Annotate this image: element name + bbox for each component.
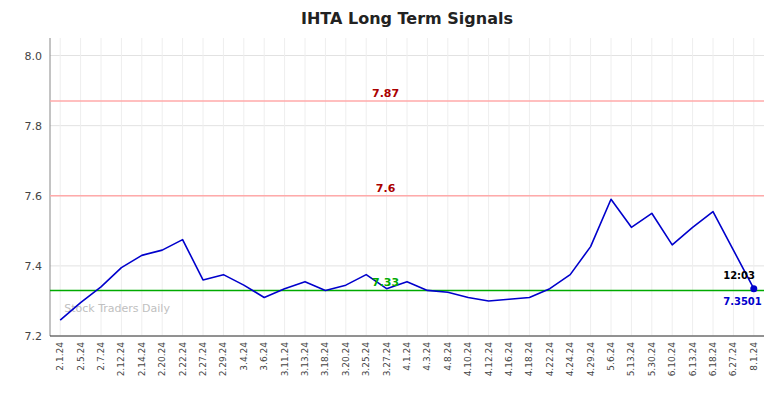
x-tick-label: 8.1.24 [749, 342, 759, 371]
x-tick-label: 3.4.24 [239, 342, 249, 371]
x-grid-line [447, 38, 448, 336]
point-annotation: 12:03 [723, 270, 755, 281]
x-tick-label: 3.20.24 [341, 342, 351, 377]
reference-line [50, 195, 764, 197]
x-tick-label: 6.10.24 [667, 342, 677, 377]
x-grid-line [713, 38, 714, 336]
y-grid-line [50, 195, 764, 196]
plot-marks [50, 101, 764, 320]
y-tick-label: 7.8 [25, 120, 43, 133]
reference-line [50, 100, 764, 102]
x-grid-line [427, 38, 428, 336]
chart: IHTA Long Term Signals 7.2 7.4 7.6 7.8 8.0 2.1… [0, 0, 784, 398]
x-tick-label: 3.18.24 [320, 342, 330, 377]
y-tick-label: 7.2 [25, 330, 43, 343]
x-grid-line [243, 38, 244, 336]
x-tick-label: 2.29.24 [218, 342, 228, 377]
x-axis-line [50, 336, 764, 337]
x-tick-label: 2.20.24 [157, 342, 167, 377]
x-grid-line [631, 38, 632, 336]
x-grid-line [651, 38, 652, 336]
x-tick-label: 3.6.24 [259, 342, 269, 371]
x-grid-line [366, 38, 367, 336]
x-tick-label: 4.24.24 [565, 342, 575, 377]
reference-label: 7.33 [372, 276, 399, 289]
reference-line [50, 290, 764, 292]
x-grid-line [611, 38, 612, 336]
reference-label: 7.87 [372, 87, 399, 100]
x-tick-label: 4.22.24 [545, 342, 555, 377]
x-tick-label: 3.27.24 [382, 342, 392, 377]
title: IHTA Long Term Signals [301, 9, 513, 28]
x-grid-line [468, 38, 469, 336]
x-tick-label: 5.6.24 [606, 342, 616, 371]
x-tick-label: 4.29.24 [586, 342, 596, 377]
x-tick-label: 6.18.24 [708, 342, 718, 377]
last-point [750, 285, 757, 292]
x-grid-line [325, 38, 326, 336]
x-grid-line [182, 38, 183, 336]
x-grid-line [162, 38, 163, 336]
x-tick-label: 4.3.24 [422, 342, 432, 371]
x-grid-line [590, 38, 591, 336]
y-tick-label: 7.6 [25, 190, 43, 203]
x-grid-line [509, 38, 510, 336]
x-grid-line [345, 38, 346, 336]
x-tick-label: 2.27.24 [198, 342, 208, 377]
x-grid-line [101, 38, 102, 336]
x-tick-label: 2.12.24 [116, 342, 126, 377]
x-tick-label: 5.30.24 [647, 342, 657, 377]
x-grid-line [672, 38, 673, 336]
y-tick-label: 7.4 [25, 260, 43, 273]
x-tick-label: 4.8.24 [443, 342, 453, 371]
x-tick-label: 5.13.24 [626, 342, 636, 377]
x-grid-line [570, 38, 571, 336]
x-tick-label: 2.1.24 [55, 342, 65, 371]
x-grid-line [121, 38, 122, 336]
reference-label: 7.6 [376, 182, 396, 195]
x-grid-line [529, 38, 530, 336]
x-tick-label: 2.7.24 [96, 342, 106, 371]
x-tick-label: 4.18.24 [524, 342, 534, 377]
x-grid-line [305, 38, 306, 336]
x-tick-label: 3.25.24 [361, 342, 371, 377]
x-tick-label: 4.16.24 [504, 342, 514, 377]
x-tick-label: 2.14.24 [137, 342, 147, 377]
y-axis-line [50, 38, 51, 336]
x-grid-line [60, 38, 61, 336]
x-tick-label: 3.11.24 [280, 342, 290, 377]
x-tick-label: 2.5.24 [76, 342, 86, 371]
y-grid-line [50, 336, 764, 337]
x-grid-line [488, 38, 489, 336]
x-grid-line [549, 38, 550, 336]
x-tick-label: 4.1.24 [402, 342, 412, 371]
x-tick-label: 6.27.24 [728, 342, 738, 377]
x-grid-line [203, 38, 204, 336]
x-grid-line [223, 38, 224, 336]
x-grid-line [264, 38, 265, 336]
x-tick-label: 4.10.24 [463, 342, 473, 377]
y-tick-label: 8.0 [25, 50, 43, 63]
grid [50, 38, 764, 336]
series-line [60, 199, 754, 320]
x-grid-line [80, 38, 81, 336]
x-grid-line [284, 38, 285, 336]
x-grid-line [692, 38, 693, 336]
x-grid-line [141, 38, 142, 336]
x-tick-label: 3.13.24 [300, 342, 310, 377]
x-grid-line [407, 38, 408, 336]
watermark: Stock Traders Daily [64, 302, 170, 315]
x-grid-line [733, 38, 734, 336]
point-annotation: 7.3501 [723, 296, 762, 307]
x-tick-label: 4.12.24 [484, 342, 494, 377]
x-tick-label: 6.13.24 [688, 342, 698, 377]
x-tick-label: 2.22.24 [178, 342, 188, 377]
